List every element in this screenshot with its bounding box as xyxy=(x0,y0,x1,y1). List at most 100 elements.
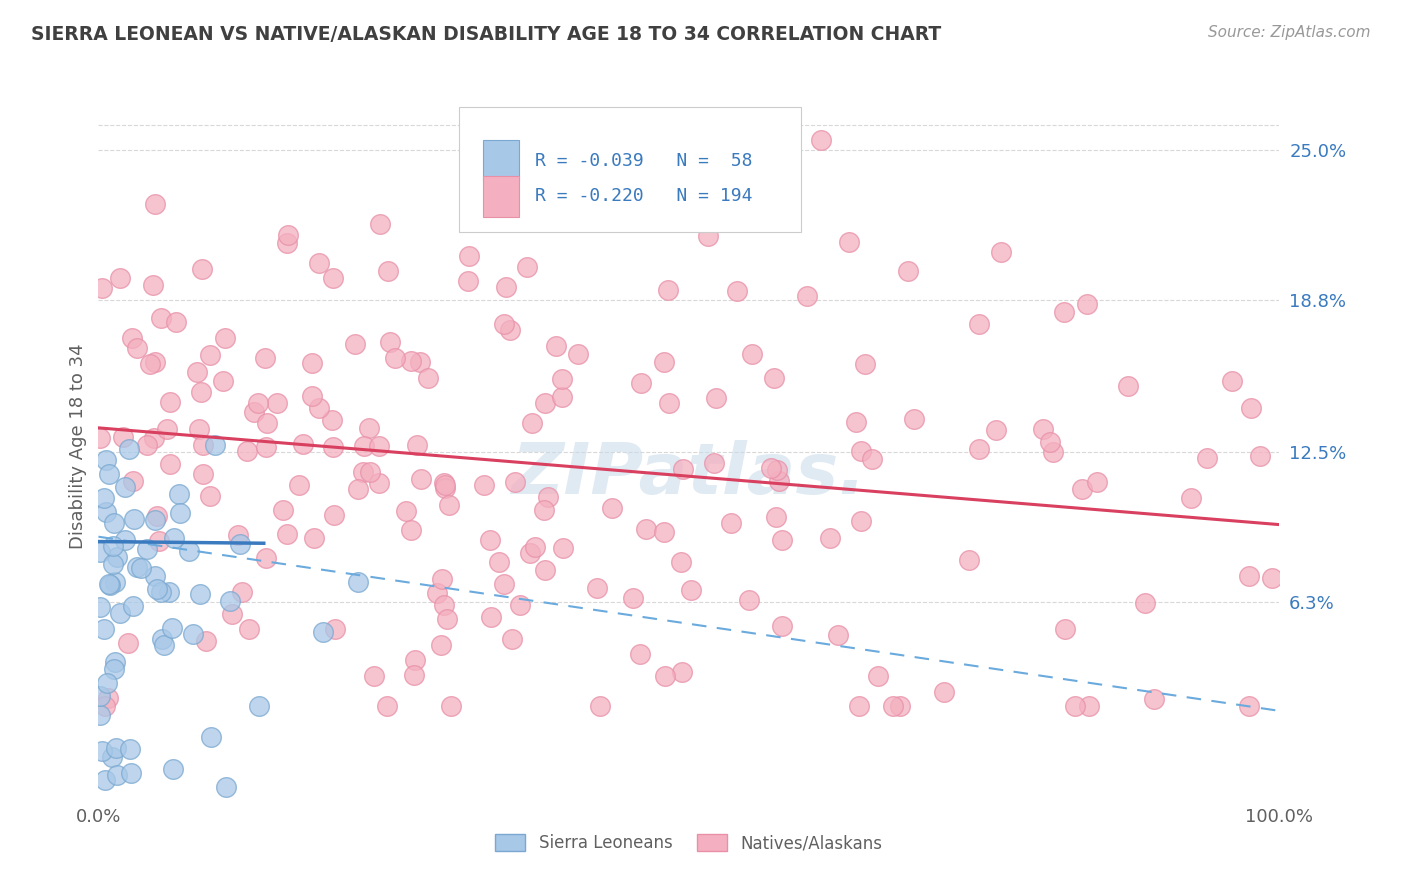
Point xyxy=(114,480,136,494)
Point xyxy=(357,421,380,435)
Point xyxy=(1133,595,1156,609)
Legend: Sierra Leoneans, Natives/Alaskans: Sierra Leoneans, Natives/Alaskans xyxy=(488,827,890,859)
Point xyxy=(418,370,440,384)
Point xyxy=(967,442,990,457)
Point xyxy=(256,416,278,430)
Point xyxy=(567,347,589,361)
Point xyxy=(188,587,211,601)
Point xyxy=(149,584,172,599)
Point xyxy=(94,505,117,519)
Point xyxy=(191,261,214,276)
Point xyxy=(703,456,725,470)
Point xyxy=(159,458,181,472)
Point xyxy=(221,607,243,621)
Point xyxy=(720,516,742,530)
Point xyxy=(551,541,574,555)
Point xyxy=(157,585,180,599)
Point xyxy=(889,699,911,714)
Point xyxy=(494,317,516,331)
Point xyxy=(238,622,260,636)
Point xyxy=(191,437,214,451)
Point xyxy=(1220,374,1243,388)
Point xyxy=(89,689,111,703)
Point xyxy=(89,600,111,615)
Point xyxy=(537,490,560,504)
Point xyxy=(671,665,693,679)
Point xyxy=(368,439,391,453)
Point xyxy=(433,475,456,490)
Point xyxy=(1071,482,1094,496)
Point xyxy=(375,699,398,714)
Point xyxy=(1237,699,1260,714)
Point xyxy=(1053,305,1076,319)
Point xyxy=(215,780,238,795)
Point xyxy=(235,444,257,458)
Point xyxy=(146,582,169,596)
Point xyxy=(984,423,1007,437)
Point xyxy=(492,577,515,591)
Point xyxy=(516,260,538,275)
Point xyxy=(273,502,295,516)
Point xyxy=(967,317,990,331)
Point xyxy=(457,248,479,262)
Point xyxy=(143,431,166,445)
Point xyxy=(654,669,676,683)
FancyBboxPatch shape xyxy=(458,107,801,232)
Point xyxy=(301,356,323,370)
Point xyxy=(150,632,173,647)
Point xyxy=(143,197,166,211)
Point xyxy=(89,545,111,559)
Point xyxy=(156,422,179,436)
Point xyxy=(426,586,449,600)
Point xyxy=(436,612,458,626)
Point xyxy=(866,669,889,683)
Point xyxy=(118,442,141,457)
Point xyxy=(136,541,159,556)
Point xyxy=(177,544,200,558)
Point xyxy=(932,684,955,698)
Point xyxy=(763,371,786,385)
Point xyxy=(384,351,406,365)
Point xyxy=(301,389,323,403)
Point xyxy=(440,699,463,714)
Point xyxy=(796,289,818,303)
Point xyxy=(266,396,288,410)
Point xyxy=(246,396,269,410)
Point xyxy=(231,585,253,599)
Point xyxy=(218,594,240,608)
Point xyxy=(737,592,759,607)
Point xyxy=(519,546,541,560)
Point xyxy=(131,561,153,575)
Text: R = -0.039   N =  58: R = -0.039 N = 58 xyxy=(536,152,752,169)
Point xyxy=(765,463,787,477)
Point xyxy=(125,341,148,355)
Point xyxy=(1042,445,1064,459)
Point xyxy=(860,452,883,467)
Point xyxy=(621,591,644,605)
Point xyxy=(287,478,309,492)
Point xyxy=(534,396,557,410)
Point xyxy=(827,628,849,642)
Point xyxy=(503,475,526,489)
Point xyxy=(254,351,277,365)
Point xyxy=(104,574,127,589)
Point xyxy=(818,531,841,545)
Point xyxy=(93,772,115,787)
Point xyxy=(770,618,793,632)
Point xyxy=(479,533,502,548)
Text: Source: ZipAtlas.com: Source: ZipAtlas.com xyxy=(1208,25,1371,40)
Point xyxy=(204,438,226,452)
Point xyxy=(377,264,399,278)
Point xyxy=(211,374,233,388)
Point xyxy=(368,217,391,231)
Point xyxy=(1260,570,1282,584)
Point xyxy=(1143,692,1166,706)
Point xyxy=(589,699,612,714)
Point xyxy=(681,582,703,597)
Point xyxy=(849,514,872,528)
Point xyxy=(1249,449,1271,463)
Point xyxy=(669,555,692,569)
Point xyxy=(457,273,479,287)
Point xyxy=(186,365,208,379)
Point xyxy=(198,348,221,362)
